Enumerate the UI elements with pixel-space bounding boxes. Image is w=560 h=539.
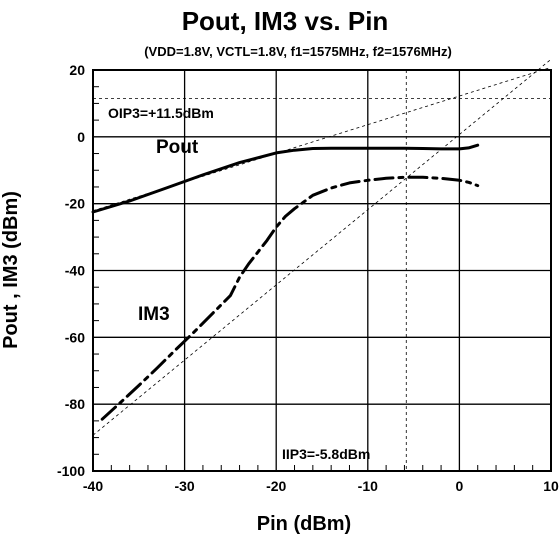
oip3-annotation: OIP3=+11.5dBm: [108, 105, 214, 121]
y-tick-label: -60: [65, 329, 85, 345]
y-tick-label: -100: [57, 463, 85, 479]
plot-area-frame: [92, 69, 552, 472]
iip3-annotation: IIP3=-5.8dBm: [282, 446, 370, 462]
reference-lines: [92, 58, 552, 471]
y-tick-label: 20: [69, 62, 85, 78]
im3-series-label: IM3: [138, 304, 170, 325]
plot-frame: [92, 69, 552, 472]
im3-extrapolation-line: [92, 58, 552, 436]
chart-subtitle: (VDD=1.8V, VCTL=1.8V, f1=1575MHz, f2=157…: [144, 44, 452, 59]
y-tick-label: -40: [65, 263, 85, 279]
pout-curve: [91, 143, 480, 214]
series-layer: [91, 143, 480, 421]
x-tick-label: -40: [83, 478, 103, 494]
x-tick-label: -10: [358, 478, 378, 494]
x-tick-label: 10: [543, 478, 559, 494]
x-tick-label: 0: [456, 478, 464, 494]
y-tick-label: -80: [65, 396, 85, 412]
y-tick-label: -20: [65, 196, 85, 212]
x-tick-label: -20: [266, 478, 286, 494]
chart-title: Pout, IM3 vs. Pin: [182, 6, 389, 36]
grid: [93, 70, 551, 471]
y-axis-title: Pout , IM3 (dBm): [0, 191, 22, 349]
pout-series-label: Pout: [156, 137, 199, 158]
y-tick-label: 0: [77, 129, 85, 145]
im3-curve: [100, 175, 480, 421]
x-tick-label: -30: [174, 478, 194, 494]
x-axis-title: Pin (dBm): [257, 513, 351, 534]
